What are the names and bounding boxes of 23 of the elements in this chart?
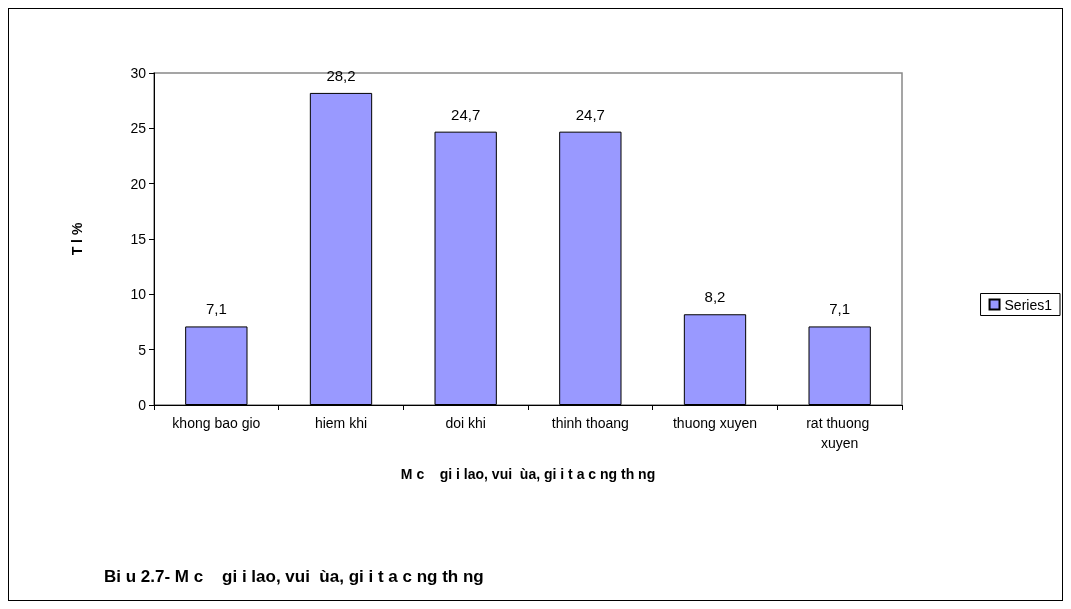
x-tick-label: rat thuong xuyen [806,415,874,451]
text: Bi u 2.7- M c gi i lao, vui ùa, gi i t a c ng th ng [104,567,484,586]
data-label: 24,7 [575,105,605,123]
x-tick-label: thuong xuyen [672,415,758,431]
y-axis-title: T l % [69,222,85,256]
y-tick-label: 20 [130,175,147,192]
data-label: 7,1 [205,300,227,318]
data-label: 28,2 [326,66,356,84]
y-tick-label: 15 [130,231,147,247]
y-tick-label: 5 [138,341,147,358]
y-tick-label: 10 [130,286,147,303]
x-axis-title: M c gi i lao, vui ùa, gi i t a c ng th ng [400,466,656,482]
x-tick-label: thinh thoang [551,415,629,431]
y-tick-label: 30 [130,65,147,81]
y-tick-label: 0 [138,397,147,413]
y-tick-label: 25 [130,120,147,137]
x-tick-label: khong bao gio [172,415,261,431]
data-label: 8,2 [704,288,726,306]
data-label: 24,7 [451,105,481,123]
legend-label: Series1 [1004,296,1053,313]
data-label: 7,1 [829,300,851,318]
x-tick-label: doi khi [445,415,486,431]
x-tick-label: hiem khi [314,415,368,431]
